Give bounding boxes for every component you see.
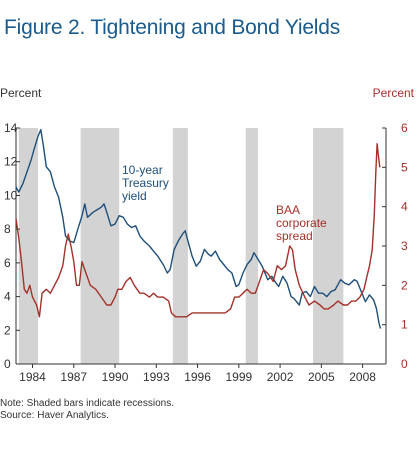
left-tick-label: 12 bbox=[4, 155, 18, 169]
x-tick-label: 2002 bbox=[267, 370, 294, 384]
baa-spread-line bbox=[15, 142, 381, 318]
left-tick-label: 0 bbox=[4, 357, 11, 371]
recession-bar-1 bbox=[18, 128, 39, 364]
right-tick-label: 4 bbox=[401, 200, 408, 214]
right-tick-label: 5 bbox=[401, 160, 408, 174]
right-tick-label: 2 bbox=[401, 278, 408, 292]
right-tick-label: 6 bbox=[401, 121, 408, 135]
treasury-series-label: 10-year bbox=[122, 163, 163, 177]
source-text: Source: Haver Analytics. bbox=[0, 410, 109, 421]
treasury-yield-line bbox=[15, 128, 382, 329]
left-tick-label: 8 bbox=[4, 222, 11, 236]
baa-series-label: spread bbox=[276, 229, 313, 243]
x-tick-label: 1996 bbox=[184, 370, 211, 384]
left-tick-label: 2 bbox=[4, 323, 11, 337]
recession-bar-5 bbox=[313, 128, 344, 364]
recession-bar-2 bbox=[80, 128, 120, 364]
x-tick-label: 2005 bbox=[308, 370, 335, 384]
recession-bar-4 bbox=[245, 128, 259, 364]
recession-bar-3 bbox=[172, 128, 188, 364]
left-tick-label: 10 bbox=[4, 188, 18, 202]
left-tick-label: 4 bbox=[4, 290, 11, 304]
right-axis-unit-label: Percent bbox=[372, 86, 414, 100]
left-tick-label: 6 bbox=[4, 256, 11, 270]
baa-series-label: corporate bbox=[276, 216, 327, 230]
right-tick-label: 3 bbox=[401, 239, 408, 253]
x-tick-label: 1990 bbox=[102, 370, 129, 384]
right-tick-label: 0 bbox=[401, 357, 408, 371]
left-tick-label: 14 bbox=[4, 121, 18, 135]
x-tick-label: 1984 bbox=[19, 370, 46, 384]
chart-title: Figure 2. Tightening and Bond Yields bbox=[4, 16, 341, 39]
x-tick-label: 1993 bbox=[143, 370, 170, 384]
left-axis-unit-label: Percent bbox=[0, 86, 42, 100]
right-tick-label: 1 bbox=[401, 318, 408, 332]
treasury-series-label: Treasury bbox=[122, 176, 169, 190]
baa-series-label: BAA bbox=[276, 203, 300, 217]
note-text: Note: Shaded bars indicate recessions. bbox=[0, 398, 174, 409]
x-tick-label: 1999 bbox=[225, 370, 252, 384]
treasury-series-label: yield bbox=[122, 189, 147, 203]
x-tick-label: 1987 bbox=[60, 370, 87, 384]
x-tick-label: 2008 bbox=[349, 370, 376, 384]
